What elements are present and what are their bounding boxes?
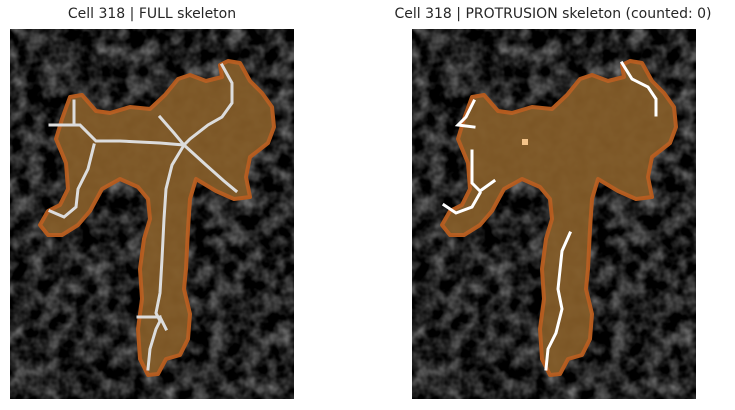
panel-title-full: Cell 318 | FULL skeleton [10, 6, 294, 22]
seed-marker [522, 139, 528, 145]
protrusion-skeleton-image [412, 29, 696, 399]
full-skeleton-image [10, 29, 294, 399]
protrusion-skeleton-svg [412, 29, 696, 399]
full-skeleton-svg [10, 29, 294, 399]
panel-title-protrusion: Cell 318 | PROTRUSION skeleton (counted:… [380, 6, 726, 22]
